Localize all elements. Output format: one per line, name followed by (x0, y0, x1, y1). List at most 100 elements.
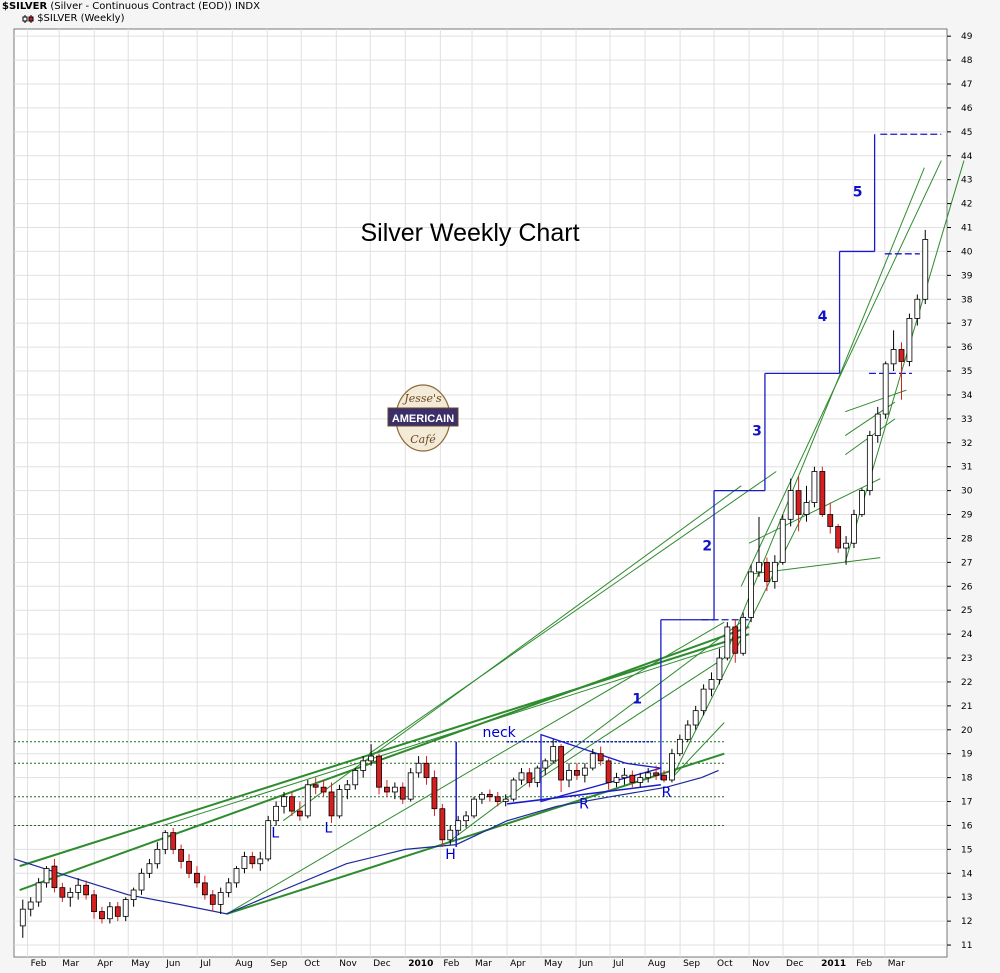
neckline-base (506, 784, 661, 805)
y-tick-label: 36 (961, 343, 973, 353)
trendline (368, 471, 777, 755)
y-tick-label: 24 (961, 630, 973, 640)
y-tick-label: 39 (961, 271, 973, 281)
x-tick-label: Sep (683, 959, 700, 969)
candle-down (289, 796, 295, 812)
candle-up (19, 908, 26, 927)
candle-down (312, 784, 319, 788)
candle-up (906, 318, 913, 362)
y-tick-label: 49 (961, 32, 973, 42)
y-tick-label: 18 (961, 774, 973, 784)
trendline (749, 557, 881, 575)
candle-down (795, 490, 802, 515)
candle-up (676, 738, 683, 755)
candle-up (154, 848, 161, 865)
candle-up (257, 858, 264, 865)
y-tick-label: 28 (961, 534, 973, 544)
candle-down (835, 526, 842, 549)
candle-down (597, 753, 604, 762)
candle-down (296, 810, 303, 817)
candle-up (787, 490, 794, 520)
candle-down (526, 772, 533, 783)
candle-up (122, 899, 129, 917)
x-tick-label: Apr (510, 959, 526, 969)
y-tick-label: 17 (961, 798, 972, 808)
chart-header: $SILVER (Silver - Continuous Contract (E… (2, 1, 260, 12)
candle-down (732, 626, 739, 654)
y-tick-label: 45 (961, 128, 972, 138)
candle-up (138, 872, 145, 891)
y-tick-label: 29 (961, 511, 973, 521)
candle-up (447, 829, 454, 841)
x-tick-label: Nov (339, 959, 357, 969)
chart-title: Silver Weekly Chart (360, 219, 579, 247)
y-tick-label: 30 (961, 487, 973, 497)
candle-down (99, 911, 105, 920)
candle-up (708, 679, 715, 690)
x-tick-label: Apr (97, 959, 113, 969)
x-tick-label: Dec (373, 959, 390, 969)
candle-up (35, 882, 42, 903)
candle-up (391, 786, 398, 793)
candle-up (130, 889, 137, 900)
candle-up (241, 856, 248, 869)
x-tick-label: May (544, 959, 563, 969)
x-tick-label: Feb (31, 959, 47, 969)
symbol-label: $SILVER (2, 1, 48, 12)
legend-candle-icon (22, 14, 34, 23)
y-tick-label: 22 (961, 678, 972, 688)
candle-up (463, 815, 470, 822)
candle-up (851, 514, 857, 544)
candle-up (843, 542, 849, 549)
x-axis: Feb Mar Apr May Jun Jul Aug Sep Oct Nov Dec 2010 Feb… (31, 959, 906, 969)
candle-down (320, 786, 327, 793)
trendline (845, 389, 907, 413)
candle-down (431, 777, 438, 810)
candle-down (376, 755, 382, 788)
candle-up (771, 561, 778, 582)
candle-up (360, 760, 367, 771)
candle-down (186, 860, 192, 874)
candle-up (479, 793, 485, 800)
trendline (748, 478, 881, 544)
annotation-label: neck (483, 725, 517, 741)
x-tick-label: Jul (199, 959, 211, 969)
logo-top-text: Jesse's (402, 392, 442, 405)
x-tick-label: May (131, 959, 150, 969)
candle-up (415, 762, 422, 774)
x-tick-label: Aug (235, 959, 253, 969)
candle-up (866, 435, 873, 492)
candle-up (67, 892, 74, 898)
candle-up (27, 901, 34, 910)
y-tick-label: 21 (961, 702, 972, 712)
candle-down (83, 884, 90, 896)
candle-down (605, 760, 612, 783)
moving-average-line (13, 769, 719, 915)
candle-up (637, 777, 644, 783)
candle-up (700, 688, 707, 712)
candle-down (51, 865, 58, 889)
candle-up (550, 746, 557, 762)
y-tick-label: 12 (961, 917, 972, 927)
candle-up (352, 770, 359, 786)
candle-up (510, 779, 517, 800)
annotation-label: 5 (853, 184, 863, 200)
candle-up (162, 832, 169, 850)
y-tick-label: 14 (961, 869, 973, 879)
candle-up (914, 298, 921, 319)
y-tick-label: 43 (961, 176, 972, 186)
y-tick-label: 11 (961, 941, 972, 951)
annotation-label: L (324, 821, 332, 837)
candle-up (265, 820, 272, 860)
y-tick-label: 33 (961, 415, 972, 425)
annotation-label: 2 (702, 538, 712, 554)
x-tick-label: Oct (717, 959, 733, 969)
candle-up (336, 789, 343, 817)
x-tick-label: 2011 (821, 959, 846, 969)
y-tick-label: 16 (961, 821, 973, 831)
candle-down (898, 349, 905, 362)
trendline (723, 167, 925, 659)
trendline (447, 621, 742, 843)
candle-up (217, 892, 224, 905)
